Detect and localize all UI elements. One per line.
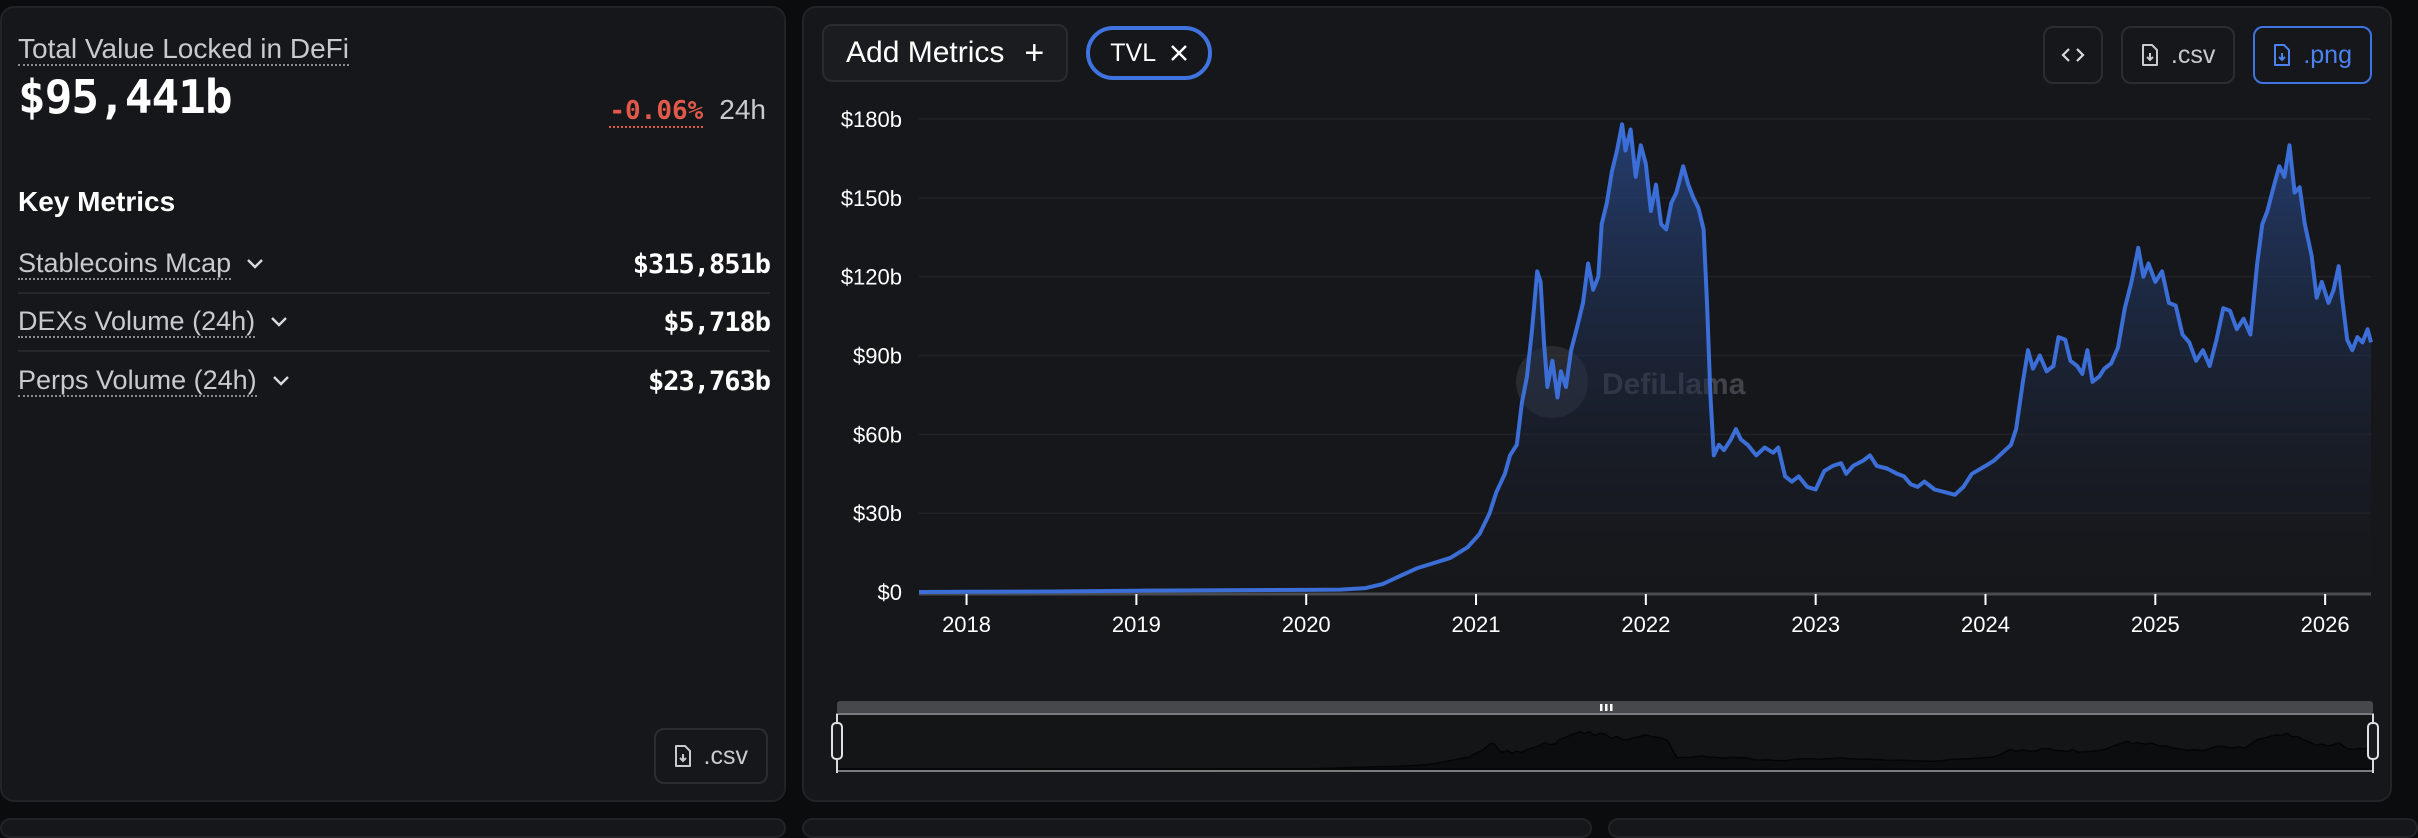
key-metric-row[interactable]: DEXs Volume (24h) $5,718b: [18, 294, 771, 352]
x-axis-label: 2018: [942, 612, 991, 637]
code-icon: [2061, 48, 2085, 62]
tvl-change-percent[interactable]: -0.06%: [609, 96, 704, 128]
file-download-icon: [2274, 44, 2291, 66]
x-axis-label: 2024: [1961, 612, 2010, 637]
tvl-value: $95,441b: [18, 70, 233, 124]
add-metrics-label: Add Metrics: [846, 36, 1005, 69]
embed-button[interactable]: [2042, 26, 2103, 84]
x-axis-label: 2022: [1621, 612, 1670, 637]
download-csv-button[interactable]: .csv: [653, 728, 768, 784]
key-metric-row[interactable]: Stablecoins Mcap $315,851b: [18, 236, 771, 294]
key-metric-label-text: Perps Volume (24h): [18, 365, 257, 397]
key-metric-label-text: DEXs Volume (24h): [18, 306, 256, 338]
x-axis-label: 2021: [1452, 612, 1501, 637]
key-metric-value: $315,851b: [632, 248, 771, 280]
chevron-down-icon: [271, 317, 287, 327]
range-handle[interactable]: [831, 722, 843, 760]
drag-grip-icon: [1605, 704, 1608, 711]
x-axis-label: 2025: [2131, 612, 2180, 637]
close-icon[interactable]: [1170, 44, 1188, 62]
y-axis-label: $30b: [853, 501, 902, 526]
chevron-down-icon: [272, 376, 289, 386]
range-handle[interactable]: [2367, 722, 2379, 760]
download-csv-label: .csv: [703, 741, 748, 770]
file-download-icon: [2141, 44, 2158, 66]
active-metric-tvl-chip[interactable]: TVL: [1086, 26, 1213, 80]
file-download-icon: [674, 745, 691, 767]
chevron-down-icon: [247, 259, 263, 269]
x-axis-label: 2026: [2301, 612, 2350, 637]
tvl-area: [919, 124, 2371, 593]
tvl-line: [918, 122, 2373, 594]
key-metrics-title: Key Metrics: [18, 186, 176, 217]
tvl-chart[interactable]: $0 $30b $60b $90b $120b $150b $180b 2018 2019 202…: [804, 8, 2394, 804]
key-metrics-list: Stablecoins Mcap $315,851b DEXs Volume (…: [18, 236, 771, 410]
key-metric-value: $23,763b: [647, 365, 771, 397]
chart-download-csv-button[interactable]: .csv: [2120, 26, 2236, 84]
y-axis-label: $180b: [841, 107, 902, 132]
plus-icon: +: [1024, 34, 1045, 72]
tvl-summary-panel: Total Value Locked in DeFi $95,441b -0.0…: [0, 6, 786, 802]
key-metric-label[interactable]: Perps Volume (24h): [18, 365, 291, 397]
x-axis-label: 2023: [1791, 612, 1840, 637]
key-metric-value: $5,718b: [663, 306, 771, 338]
range-slider-preview: [837, 730, 2374, 770]
tvl-change: -0.06% 24h: [609, 94, 766, 128]
next-panel-stub: [802, 818, 1592, 838]
x-axis-label: 2020: [1282, 612, 1331, 637]
next-panel-stub: [1608, 818, 2418, 838]
download-png-button[interactable]: .png: [2253, 26, 2372, 84]
key-metric-label[interactable]: Stablecoins Mcap: [18, 248, 265, 280]
drag-grip-icon: [1610, 704, 1613, 711]
tvl-change-period: 24h: [719, 94, 766, 125]
y-axis-label: $120b: [841, 265, 902, 290]
key-metric-row[interactable]: Perps Volume (24h) $23,763b: [18, 352, 771, 410]
active-metric-label: TVL: [1110, 38, 1157, 67]
y-axis-label: $60b: [853, 422, 902, 447]
key-metric-label-text: Stablecoins Mcap: [18, 248, 232, 280]
chart-csv-label: .csv: [2170, 40, 2216, 69]
y-axis-label: $0: [878, 580, 902, 605]
tvl-chart-panel: $0 $30b $60b $90b $120b $150b $180b 2018 2019 202…: [802, 6, 2392, 802]
y-axis-label: $150b: [841, 186, 902, 211]
metric-toolbar: Add Metrics + TVL: [822, 24, 1213, 82]
key-metric-label[interactable]: DEXs Volume (24h): [18, 306, 289, 338]
add-metrics-button[interactable]: Add Metrics +: [822, 24, 1069, 82]
chart-actions: .csv .png: [2042, 26, 2372, 84]
download-png-label: .png: [2303, 40, 2352, 69]
drag-grip-icon: [1600, 704, 1603, 711]
x-axis-label: 2019: [1112, 612, 1161, 637]
y-axis-label: $90b: [853, 344, 902, 369]
next-panel-stub: [0, 818, 786, 838]
tvl-title[interactable]: Total Value Locked in DeFi: [18, 33, 349, 66]
